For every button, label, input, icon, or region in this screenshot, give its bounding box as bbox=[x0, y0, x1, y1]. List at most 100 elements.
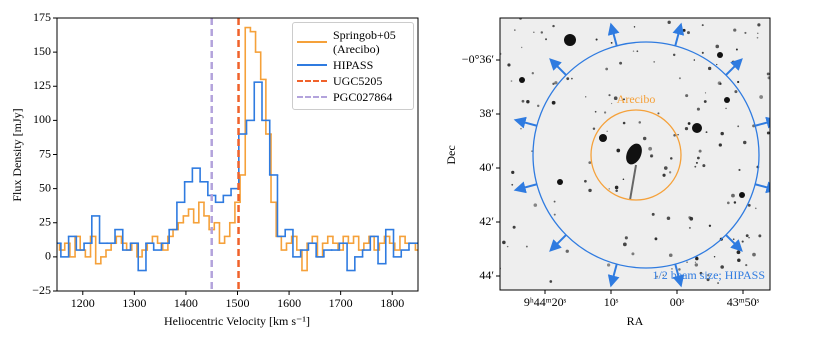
beam-arrow bbox=[672, 22, 685, 47]
star bbox=[713, 255, 716, 258]
x-tick-label: 1800 bbox=[380, 296, 404, 310]
star bbox=[725, 107, 727, 110]
legend-item: UGC5205 bbox=[297, 74, 409, 88]
star bbox=[733, 28, 737, 32]
y-tick-label: 50 bbox=[39, 180, 51, 194]
hipass-beam bbox=[532, 41, 760, 269]
star bbox=[502, 240, 506, 245]
y-tick-label: −0°36′ bbox=[462, 52, 495, 66]
y-tick-label: −25 bbox=[32, 283, 51, 297]
star bbox=[552, 24, 555, 28]
star bbox=[733, 201, 737, 204]
x-tick-label: 1600 bbox=[277, 296, 301, 310]
beam-arrow bbox=[513, 116, 538, 129]
bright-star bbox=[692, 123, 702, 133]
star bbox=[536, 104, 540, 108]
star bbox=[708, 224, 712, 227]
star bbox=[699, 271, 703, 275]
y-tick-label: 0 bbox=[45, 249, 51, 263]
star bbox=[694, 165, 697, 168]
star bbox=[571, 77, 573, 80]
star bbox=[694, 261, 697, 263]
x-tick-label: 10ˢ bbox=[604, 295, 619, 309]
star bbox=[523, 189, 526, 192]
beam-arrow bbox=[672, 263, 685, 288]
x-tick-label: 1400 bbox=[174, 296, 198, 310]
star bbox=[533, 31, 535, 33]
plot-area bbox=[57, 26, 418, 272]
star bbox=[695, 161, 698, 164]
star bbox=[667, 20, 671, 24]
bright-star bbox=[564, 34, 576, 46]
star bbox=[606, 130, 608, 132]
beam-arrow bbox=[725, 58, 743, 76]
star bbox=[668, 253, 673, 258]
star bbox=[608, 94, 611, 97]
y-tick-label: 150 bbox=[33, 44, 51, 58]
beam-arrow bbox=[725, 234, 743, 252]
star bbox=[757, 32, 759, 35]
y-tick-label: 125 bbox=[33, 78, 51, 92]
galaxy bbox=[626, 143, 642, 165]
beam-arrow bbox=[549, 234, 567, 252]
legend-swatch bbox=[297, 41, 327, 43]
x-tick-label: 1500 bbox=[226, 296, 250, 310]
star bbox=[622, 121, 626, 125]
x-tick-label: 1700 bbox=[329, 296, 353, 310]
star bbox=[688, 226, 691, 229]
star bbox=[752, 252, 756, 257]
star bbox=[663, 166, 668, 170]
star bbox=[747, 203, 751, 207]
star bbox=[603, 111, 607, 114]
star bbox=[748, 236, 750, 239]
star bbox=[741, 240, 744, 243]
star bbox=[718, 143, 722, 147]
legend-swatch bbox=[297, 64, 327, 66]
star bbox=[606, 263, 611, 267]
star bbox=[696, 107, 700, 111]
star bbox=[766, 131, 770, 135]
star bbox=[703, 100, 707, 103]
star bbox=[605, 67, 609, 71]
star bbox=[584, 179, 587, 183]
star bbox=[757, 23, 761, 27]
star bbox=[696, 156, 700, 160]
tidal-tail bbox=[629, 164, 637, 201]
star bbox=[745, 263, 748, 267]
star bbox=[507, 63, 511, 67]
star bbox=[521, 99, 525, 103]
star bbox=[731, 60, 735, 65]
star bbox=[678, 268, 681, 271]
star bbox=[715, 44, 720, 49]
star bbox=[656, 275, 659, 278]
star bbox=[511, 183, 514, 186]
beam-arrow bbox=[549, 58, 567, 76]
legend-label: PGC027864 bbox=[333, 90, 393, 104]
star bbox=[531, 150, 533, 152]
legend-label: HIPASS bbox=[333, 58, 374, 72]
star bbox=[642, 136, 647, 141]
star bbox=[717, 81, 722, 85]
bright-star bbox=[717, 52, 723, 58]
star bbox=[540, 31, 544, 34]
star bbox=[588, 161, 592, 165]
star bbox=[678, 77, 681, 80]
annotation: 1/2 beam size; HIPASS bbox=[652, 268, 765, 282]
beam-arrow bbox=[513, 181, 538, 194]
y-tick-label: 25 bbox=[39, 215, 51, 229]
y-tick-label: 38′ bbox=[479, 106, 494, 120]
star bbox=[694, 263, 699, 267]
star bbox=[608, 188, 610, 190]
y-axis-label: Dec bbox=[444, 145, 458, 164]
star bbox=[520, 127, 522, 130]
legend-item: HIPASS bbox=[297, 58, 409, 72]
star bbox=[650, 154, 654, 158]
annotation: Arecibo bbox=[617, 92, 656, 106]
star bbox=[695, 256, 699, 261]
x-tick-label: 1200 bbox=[71, 296, 95, 310]
star bbox=[686, 31, 690, 35]
beam-arrow bbox=[607, 263, 620, 288]
star bbox=[702, 164, 706, 168]
star bbox=[737, 258, 741, 262]
star bbox=[673, 133, 676, 137]
